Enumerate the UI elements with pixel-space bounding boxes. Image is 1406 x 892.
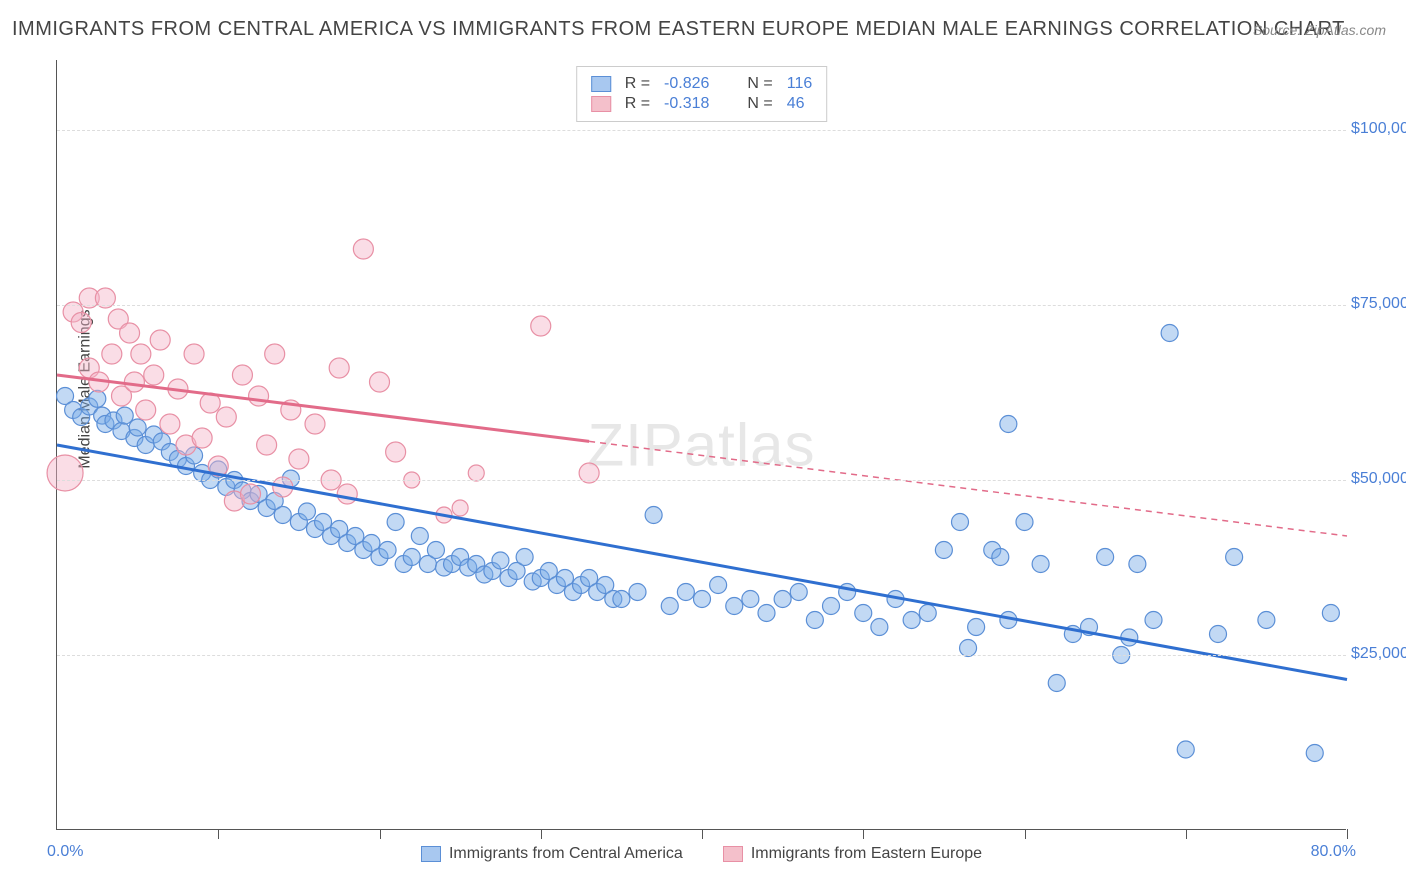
y-tick-label: $50,000 bbox=[1351, 470, 1406, 488]
chart-title: IMMIGRANTS FROM CENTRAL AMERICA VS IMMIG… bbox=[12, 18, 1345, 41]
n-value-b: 46 bbox=[787, 95, 805, 113]
y-tick-label: $75,000 bbox=[1351, 295, 1406, 313]
source-attribution: Source: ZipAtlas.com bbox=[1253, 22, 1386, 38]
gridline bbox=[57, 130, 1346, 131]
chart-container: IMMIGRANTS FROM CENTRAL AMERICA VS IMMIG… bbox=[0, 0, 1406, 892]
source-link[interactable]: ZipAtlas.com bbox=[1305, 22, 1386, 38]
r-label-a: R = bbox=[625, 75, 650, 93]
x-tick bbox=[380, 829, 381, 839]
swatch-a-icon bbox=[421, 846, 441, 862]
bottom-legend: Immigrants from Central America Immigran… bbox=[57, 845, 1346, 863]
x-tick bbox=[541, 829, 542, 839]
source-label: Source: bbox=[1253, 22, 1301, 38]
n-label-b: N = bbox=[747, 95, 772, 113]
plot-area: ZIPatlas R = -0.826 N = 116 R = -0.318 N… bbox=[56, 60, 1346, 830]
x-tick bbox=[1186, 829, 1187, 839]
swatch-b-icon bbox=[591, 96, 611, 112]
y-tick-label: $25,000 bbox=[1351, 645, 1406, 663]
n-value-a: 116 bbox=[787, 75, 813, 93]
swatch-b-icon bbox=[723, 846, 743, 862]
r-value-a: -0.826 bbox=[664, 75, 709, 93]
chart-svg bbox=[57, 60, 1346, 829]
x-tick bbox=[218, 829, 219, 839]
x-tick bbox=[1347, 829, 1348, 839]
legend-label-a: Immigrants from Central America bbox=[449, 845, 683, 863]
gridline bbox=[57, 480, 1346, 481]
gridline bbox=[57, 655, 1346, 656]
legend-item-b: Immigrants from Eastern Europe bbox=[723, 845, 982, 863]
x-tick bbox=[863, 829, 864, 839]
gridline bbox=[57, 305, 1346, 306]
legend-item-a: Immigrants from Central America bbox=[421, 845, 683, 863]
r-value-b: -0.318 bbox=[664, 95, 709, 113]
x-tick bbox=[702, 829, 703, 839]
swatch-a-icon bbox=[591, 76, 611, 92]
n-label-a: N = bbox=[747, 75, 772, 93]
x-tick bbox=[1025, 829, 1026, 839]
y-tick-label: $100,000 bbox=[1351, 120, 1406, 138]
corr-row-b: R = -0.318 N = 46 bbox=[591, 95, 813, 113]
corr-row-a: R = -0.826 N = 116 bbox=[591, 75, 813, 93]
r-label-b: R = bbox=[625, 95, 650, 113]
correlation-legend: R = -0.826 N = 116 R = -0.318 N = 46 bbox=[576, 66, 828, 122]
legend-label-b: Immigrants from Eastern Europe bbox=[751, 845, 982, 863]
